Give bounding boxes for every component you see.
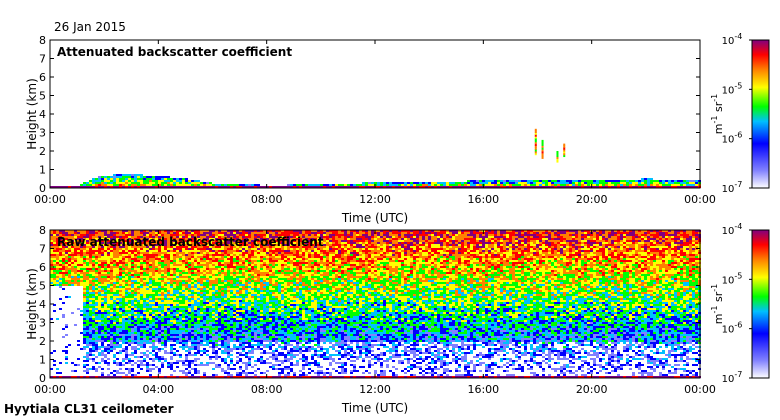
y-tick-label: 7	[39, 53, 46, 66]
x-axis-ticks: 00:00 04:00 08:00 12:00 16:00 20:00 00:00	[34, 40, 716, 206]
colorbar-tick-label: 10-6	[722, 321, 743, 336]
colorbar-tick-label: 10-4	[722, 32, 743, 47]
colorbar-gradient	[751, 229, 770, 379]
colorbar-tick-label: 10-5	[722, 81, 743, 96]
x-tick-label: 00:00	[34, 193, 66, 206]
x-tick-label: 12:00	[359, 383, 391, 396]
y-tick-label: 0	[39, 182, 46, 195]
y-tick-label: 2	[39, 145, 46, 158]
y-tick-label: 3	[39, 127, 46, 140]
colorbar-tick-label: 10-6	[722, 131, 743, 146]
x-tick-label: 00:00	[684, 383, 716, 396]
x-tick-label: 20:00	[576, 193, 608, 206]
y-tick-label: 1	[39, 354, 46, 367]
x-tick-label: 12:00	[359, 193, 391, 206]
x-tick-label: 16:00	[467, 193, 499, 206]
y-tick-label: 1	[39, 164, 46, 177]
colorbar: 10-4 10-5 10-6 10-7 m-1 sr-1	[710, 32, 770, 195]
x-axis-ticks: 00:00 04:00 08:00 12:00 16:00 20:00 00:00	[34, 230, 716, 396]
raw-attenuated-backscatter-panel: Raw attenuated backscatter coefficient 0…	[25, 222, 770, 415]
instrument-label: Hyytiala CL31 ceilometer	[4, 402, 174, 416]
colorbar-tick-label: 10-5	[722, 271, 743, 286]
x-axis-label: Time (UTC)	[341, 401, 408, 415]
y-axis-label: Height (km)	[25, 78, 39, 149]
y-tick-label: 4	[39, 298, 46, 311]
colorbar-unit-label: m-1 sr-1	[710, 284, 725, 324]
x-tick-label: 20:00	[576, 383, 608, 396]
colorbar: 10-4 10-5 10-6 10-7 m-1 sr-1	[710, 222, 770, 385]
y-tick-label: 8	[39, 34, 46, 47]
x-tick-label: 08:00	[251, 383, 283, 396]
heatmap-layer	[50, 128, 701, 188]
colorbar-tick-label: 10-7	[722, 370, 743, 385]
y-tick-label: 6	[39, 71, 46, 84]
y-tick-label: 3	[39, 317, 46, 330]
y-tick-label: 8	[39, 224, 46, 237]
x-tick-label: 00:00	[34, 383, 66, 396]
x-axis-label: Time (UTC)	[341, 211, 408, 225]
x-tick-label: 00:00	[684, 193, 716, 206]
colorbar-gradient	[751, 39, 770, 189]
y-tick-label: 6	[39, 261, 46, 274]
x-tick-label: 16:00	[467, 383, 499, 396]
colorbar-tick-label: 10-4	[722, 222, 743, 237]
x-tick-label: 04:00	[142, 193, 174, 206]
y-tick-label: 7	[39, 243, 46, 256]
attenuated-backscatter-panel: Attenuated backscatter coefficient 0 1 2 3 4…	[25, 32, 770, 225]
heatmap-layer	[50, 230, 701, 378]
y-tick-label: 5	[39, 90, 46, 103]
colorbar-unit-label: m-1 sr-1	[710, 94, 725, 134]
x-tick-label: 08:00	[251, 193, 283, 206]
y-axis-ticks: 0 1 2 3 4 5 6 7 8	[39, 34, 700, 195]
panel-title: Raw attenuated backscatter coefficient	[57, 235, 324, 249]
colorbar-tick-label: 10-7	[722, 180, 743, 195]
y-tick-label: 5	[39, 280, 46, 293]
y-axis-label: Height (km)	[25, 268, 39, 339]
y-tick-label: 4	[39, 108, 46, 121]
date-label: 26 Jan 2015	[54, 20, 126, 34]
y-tick-label: 2	[39, 335, 46, 348]
panel-title: Attenuated backscatter coefficient	[57, 45, 292, 59]
x-tick-label: 04:00	[142, 383, 174, 396]
y-tick-label: 0	[39, 372, 46, 385]
plot-area	[49, 39, 701, 189]
y-axis-ticks: 0 1 2 3 4 5 6 7 8	[39, 224, 700, 385]
